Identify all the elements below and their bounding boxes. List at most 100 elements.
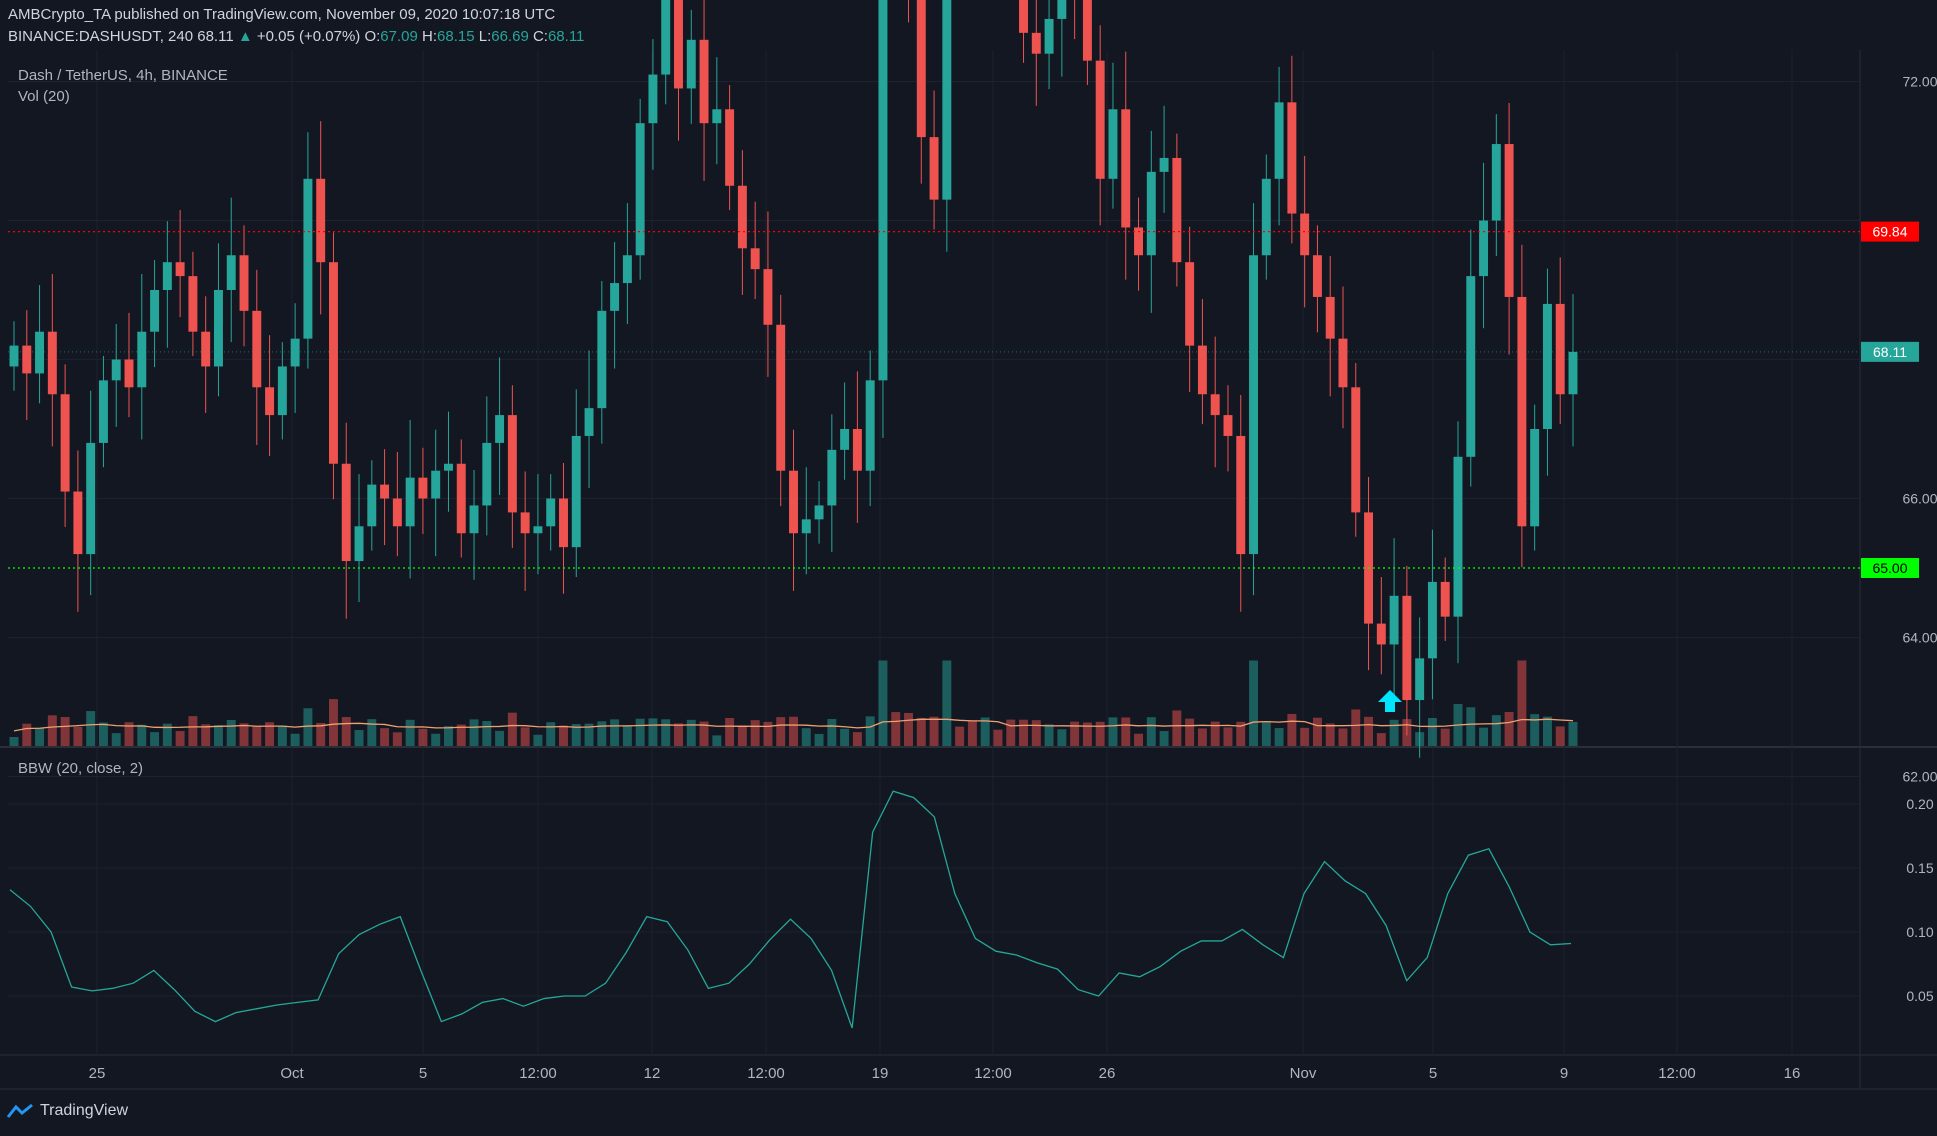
candle-body <box>1504 144 1514 297</box>
candle-body <box>1044 18 1054 54</box>
volume-bar <box>1402 719 1412 746</box>
bbw-tick-label: 0.15 <box>1906 860 1933 876</box>
volume-bar <box>1479 727 1489 746</box>
candle-body <box>610 283 620 311</box>
candle-body <box>9 345 19 367</box>
time-tick-label: 19 <box>872 1065 889 1082</box>
volume-bar <box>1312 717 1322 746</box>
volume-bar <box>763 721 773 746</box>
volume-bar <box>955 726 965 746</box>
candle-body <box>226 255 236 290</box>
main-series-legend[interactable]: Dash / TetherUS, 4h, BINANCE <box>18 67 228 84</box>
candle-body <box>916 0 926 138</box>
candle-body <box>265 387 275 416</box>
time-tick-label: 9 <box>1560 1065 1568 1082</box>
volume-bar <box>1044 724 1054 746</box>
publisher-line: AMBCrypto_TA published on TradingView.co… <box>8 6 556 23</box>
price-tick-label: 66.00 <box>1902 491 1937 507</box>
volume-bar <box>418 728 428 746</box>
volume-bar <box>469 719 479 746</box>
candle-body <box>1082 0 1092 61</box>
candle-body <box>776 324 786 471</box>
last-price-label: 68.11 <box>1873 344 1907 360</box>
candle-body <box>1402 595 1412 701</box>
candle-body <box>533 526 543 534</box>
volume-bar <box>392 732 402 746</box>
volume-bar <box>750 720 760 746</box>
volume-bar <box>150 732 160 746</box>
candle-body <box>827 449 837 506</box>
volume-bar <box>1325 723 1335 746</box>
candle-body <box>137 331 147 388</box>
last-price-badge <box>1861 341 1919 362</box>
bbw-legend[interactable]: BBW (20, close, 2) <box>18 760 144 777</box>
time-tick-label: Nov <box>1290 1065 1317 1082</box>
bbw-tick-label: 0.10 <box>1906 924 1933 940</box>
candle-body <box>1338 338 1348 388</box>
time-tick-label: 16 <box>1784 1065 1801 1082</box>
candle-body <box>1057 0 1067 19</box>
candle-body <box>661 0 671 75</box>
time-tick-label: 25 <box>89 1065 106 1082</box>
time-tick-label: 12 <box>644 1065 661 1082</box>
volume-bar <box>1121 717 1131 746</box>
time-tick-label: 26 <box>1099 1065 1116 1082</box>
volume-bar <box>367 719 377 746</box>
volume-bar <box>622 725 632 746</box>
volume-bar <box>341 717 351 746</box>
candle-body <box>1249 255 1259 555</box>
candle-body <box>392 498 402 527</box>
volume-bar <box>1210 721 1220 746</box>
volume-bar <box>827 719 837 746</box>
volume-bar <box>213 725 223 746</box>
candle-body <box>111 359 121 381</box>
candle-body <box>482 442 492 506</box>
volume-bar <box>1070 721 1080 746</box>
volume-bar <box>648 718 658 746</box>
candle-body <box>1197 345 1207 395</box>
volume-bar <box>967 720 977 746</box>
volume-bar <box>380 728 390 746</box>
candle-body <box>1376 623 1386 645</box>
volume-bar <box>22 723 32 746</box>
volume-bar <box>495 730 505 746</box>
candle-body <box>213 290 223 367</box>
volume-bar <box>1427 718 1437 746</box>
candle-body <box>1261 178 1271 256</box>
volume-bar <box>1185 718 1195 746</box>
volume-bar <box>60 717 70 746</box>
open-label: O: <box>364 28 381 45</box>
up-triangle-icon: ▲ <box>237 28 253 45</box>
candle-body <box>712 109 722 124</box>
up-arrow-icon[interactable] <box>1378 690 1402 712</box>
candle-body <box>124 359 134 388</box>
candle-body <box>699 39 709 124</box>
low-value: 66.69 <box>491 28 529 45</box>
candle-body <box>1236 435 1246 555</box>
volume-bar <box>635 718 645 746</box>
volume-legend[interactable]: Vol (20) <box>18 88 70 105</box>
volume-bar <box>1249 660 1259 746</box>
tradingview-brand[interactable]: TradingView <box>6 1102 128 1120</box>
bbw-line <box>9 790 1572 1029</box>
candle-body <box>1274 102 1284 179</box>
candle-body <box>1389 595 1399 645</box>
candle-body <box>1287 102 1297 214</box>
volume-bar <box>1568 721 1578 746</box>
candle-body <box>929 137 939 200</box>
volume-bar <box>993 729 1003 746</box>
candle-body <box>840 429 850 450</box>
volume-bar <box>1555 726 1565 746</box>
candle-body <box>380 484 390 499</box>
volume-bar <box>916 717 926 746</box>
candle-body <box>354 526 364 562</box>
symbol-name[interactable]: BINANCE:DASHUSDT, 240 <box>8 28 194 45</box>
volume-bar <box>290 733 300 746</box>
candle-body <box>22 345 32 374</box>
volume-bar <box>1172 710 1182 746</box>
candle-body <box>584 408 594 436</box>
volume-bar <box>1530 714 1540 746</box>
volume-bar <box>47 715 57 746</box>
time-tick-label: 12:00 <box>519 1065 557 1082</box>
